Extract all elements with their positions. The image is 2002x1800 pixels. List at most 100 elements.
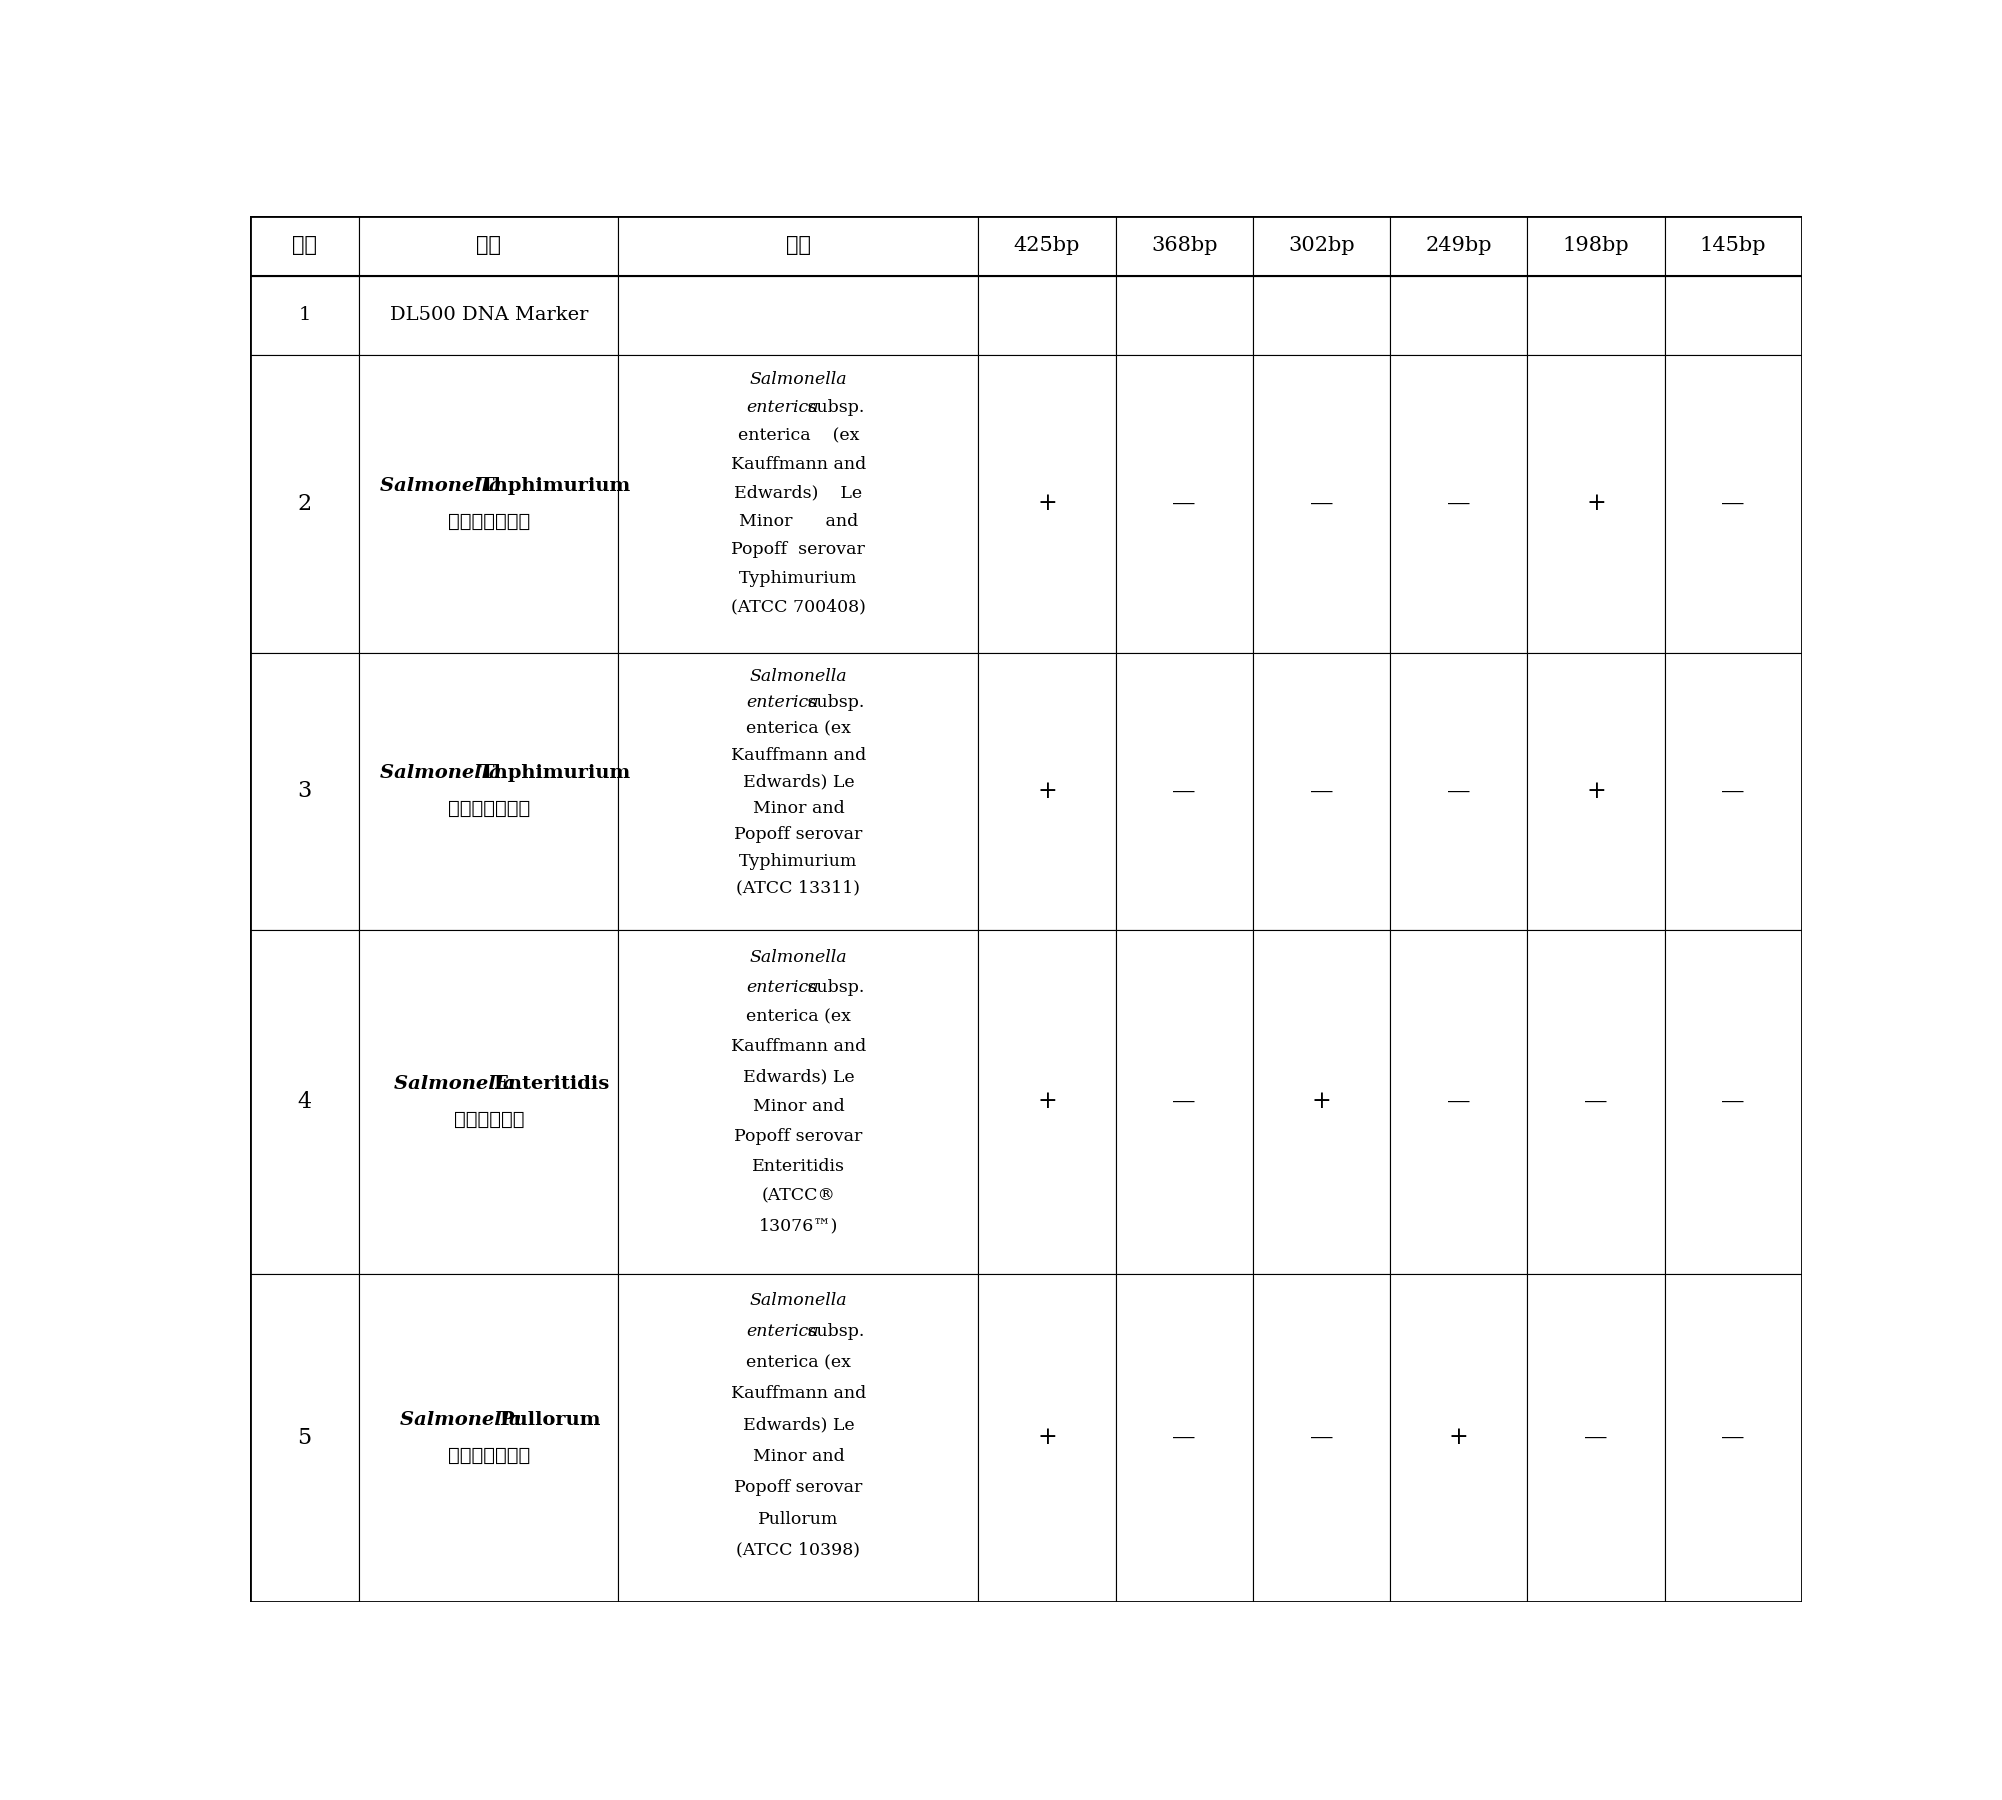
Text: Salmonella: Salmonella bbox=[394, 1075, 523, 1093]
Bar bbox=[979, 653, 1115, 931]
Text: DL500 DNA Marker: DL500 DNA Marker bbox=[390, 306, 589, 324]
Bar bbox=[250, 355, 358, 653]
Bar bbox=[619, 1274, 979, 1602]
Text: —: — bbox=[1584, 1091, 1608, 1112]
Bar bbox=[1664, 216, 1802, 275]
Bar bbox=[1253, 275, 1389, 355]
Text: Salmonella: Salmonella bbox=[380, 477, 509, 495]
Bar bbox=[979, 216, 1115, 275]
Bar bbox=[979, 931, 1115, 1274]
Bar bbox=[1528, 1274, 1664, 1602]
Bar bbox=[1115, 1274, 1253, 1602]
Bar bbox=[979, 275, 1115, 355]
Text: Minor and: Minor and bbox=[753, 1447, 845, 1465]
Bar bbox=[250, 653, 358, 931]
Text: Salmonella: Salmonella bbox=[749, 949, 847, 965]
Text: Minor and: Minor and bbox=[753, 799, 845, 817]
Text: 302bp: 302bp bbox=[1287, 236, 1355, 256]
Bar bbox=[619, 653, 979, 931]
Bar bbox=[1664, 1274, 1802, 1602]
Text: 泳道: 泳道 bbox=[292, 236, 316, 256]
Text: subsp.: subsp. bbox=[803, 979, 865, 995]
Text: Typhimurium: Typhimurium bbox=[739, 569, 857, 587]
Text: Salmonella: Salmonella bbox=[749, 668, 847, 684]
Text: —: — bbox=[1173, 1091, 1195, 1112]
Text: 3: 3 bbox=[298, 779, 312, 803]
Bar bbox=[358, 1274, 619, 1602]
Text: subsp.: subsp. bbox=[803, 695, 865, 711]
Text: —: — bbox=[1722, 1426, 1746, 1449]
Bar bbox=[619, 216, 979, 275]
Text: enterica    (ex: enterica (ex bbox=[737, 428, 859, 445]
Text: enterica: enterica bbox=[747, 400, 819, 416]
Text: 198bp: 198bp bbox=[1564, 236, 1630, 256]
Bar bbox=[358, 275, 619, 355]
Text: Minor and: Minor and bbox=[753, 1098, 845, 1116]
Text: Kauffmann and: Kauffmann and bbox=[731, 455, 867, 473]
Text: Salmonella: Salmonella bbox=[380, 765, 509, 783]
Text: enterica (ex: enterica (ex bbox=[747, 720, 851, 738]
Text: Kauffmann and: Kauffmann and bbox=[731, 747, 867, 763]
Bar bbox=[1528, 355, 1664, 653]
Text: +: + bbox=[1037, 491, 1057, 515]
Bar bbox=[1389, 216, 1528, 275]
Text: +: + bbox=[1586, 491, 1606, 515]
Bar bbox=[1115, 275, 1253, 355]
Text: 145bp: 145bp bbox=[1700, 236, 1766, 256]
Text: —: — bbox=[1173, 779, 1195, 803]
Text: Thphimurium: Thphimurium bbox=[480, 477, 631, 495]
Bar bbox=[1253, 355, 1389, 653]
Text: —: — bbox=[1173, 1426, 1195, 1449]
Text: 2: 2 bbox=[298, 493, 312, 515]
Bar bbox=[979, 1274, 1115, 1602]
Bar bbox=[1253, 1274, 1389, 1602]
Text: Minor      and: Minor and bbox=[739, 513, 859, 529]
Text: Edwards) Le: Edwards) Le bbox=[743, 1067, 855, 1085]
Text: 菌株: 菌株 bbox=[476, 236, 500, 256]
Text: 5: 5 bbox=[298, 1427, 312, 1449]
Bar bbox=[619, 931, 979, 1274]
Text: Enteritidis: Enteritidis bbox=[753, 1157, 845, 1175]
Text: enterica (ex: enterica (ex bbox=[747, 1354, 851, 1372]
Text: +: + bbox=[1037, 779, 1057, 803]
Bar bbox=[1389, 653, 1528, 931]
Text: Salmonella: Salmonella bbox=[400, 1411, 529, 1429]
Bar bbox=[1115, 355, 1253, 653]
Bar bbox=[358, 931, 619, 1274]
Bar bbox=[1253, 931, 1389, 1274]
Text: Kauffmann and: Kauffmann and bbox=[731, 1386, 867, 1402]
Text: Edwards)    Le: Edwards) Le bbox=[735, 484, 863, 502]
Text: 368bp: 368bp bbox=[1151, 236, 1217, 256]
Text: +: + bbox=[1449, 1426, 1469, 1449]
Text: 鼠伤寒沙门氏菌: 鼠伤寒沙门氏菌 bbox=[448, 801, 531, 819]
Text: —: — bbox=[1447, 491, 1469, 515]
Text: Enteritidis: Enteritidis bbox=[492, 1075, 611, 1093]
Text: —: — bbox=[1447, 1091, 1469, 1112]
Bar bbox=[979, 355, 1115, 653]
Text: —: — bbox=[1722, 1091, 1746, 1112]
Text: +: + bbox=[1586, 779, 1606, 803]
Text: +: + bbox=[1311, 1091, 1331, 1112]
Text: 1: 1 bbox=[298, 306, 310, 324]
Text: Salmonella: Salmonella bbox=[749, 1292, 847, 1309]
Bar bbox=[1528, 216, 1664, 275]
Bar bbox=[358, 653, 619, 931]
Text: 425bp: 425bp bbox=[1013, 236, 1081, 256]
Text: —: — bbox=[1309, 1426, 1333, 1449]
Bar bbox=[619, 275, 979, 355]
Text: Thphimurium: Thphimurium bbox=[480, 765, 631, 783]
Text: (ATCC®: (ATCC® bbox=[761, 1188, 835, 1204]
Text: +: + bbox=[1037, 1091, 1057, 1112]
Bar bbox=[1115, 931, 1253, 1274]
Bar bbox=[1253, 216, 1389, 275]
Text: (ATCC 700408): (ATCC 700408) bbox=[731, 598, 865, 616]
Text: Popoff serovar: Popoff serovar bbox=[735, 826, 863, 842]
Bar bbox=[1389, 931, 1528, 1274]
Bar bbox=[358, 355, 619, 653]
Text: —: — bbox=[1584, 1426, 1608, 1449]
Text: (ATCC 13311): (ATCC 13311) bbox=[737, 878, 861, 896]
Bar bbox=[250, 931, 358, 1274]
Bar bbox=[358, 216, 619, 275]
Text: Popoff  serovar: Popoff serovar bbox=[731, 542, 865, 558]
Text: enterica: enterica bbox=[747, 979, 819, 995]
